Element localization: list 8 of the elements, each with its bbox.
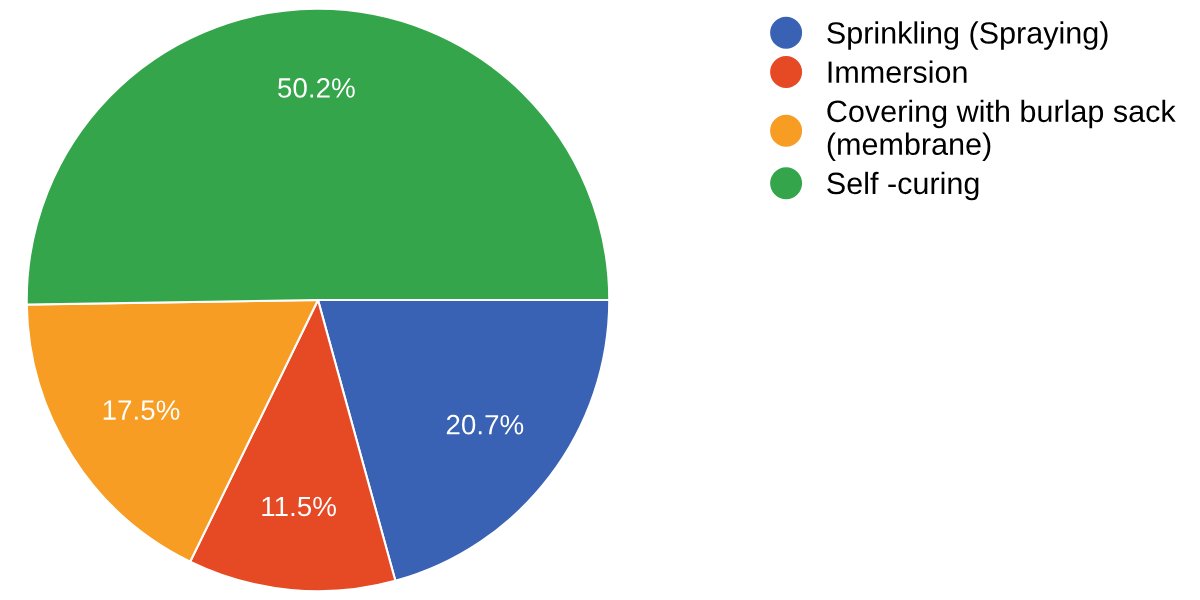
legend-label: Covering with burlap sack (membrane) [827,99,1176,162]
data-label: 20.7% [446,414,524,435]
data-label: 17.5% [103,400,180,420]
legend-label: Self -curing [827,171,979,201]
data-label: 50.2% [278,78,355,98]
legend-label: Immersion [828,60,967,83]
data-label: 11.5% [262,496,336,517]
legend-label: Sprinkling (Spraying) [827,21,1108,50]
